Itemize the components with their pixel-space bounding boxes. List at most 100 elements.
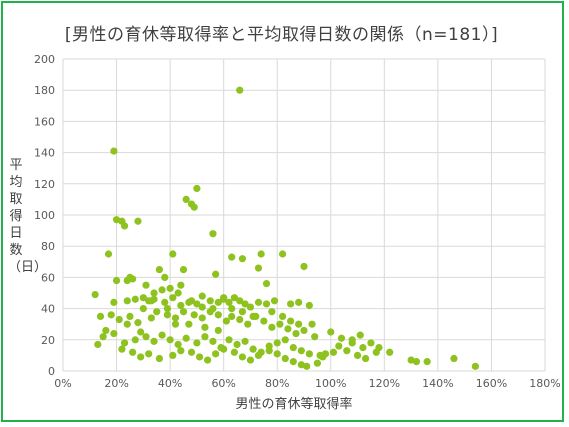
chart-title: [男性の育休等取得率と平均取得日数の関係（n=181）] bbox=[64, 25, 499, 45]
data-point bbox=[185, 320, 193, 328]
data-point bbox=[303, 362, 311, 370]
data-point bbox=[278, 312, 287, 320]
data-point bbox=[356, 331, 364, 339]
data-point bbox=[166, 284, 174, 292]
data-point bbox=[262, 300, 271, 308]
y-tick-label: 100 bbox=[34, 209, 55, 222]
data-point bbox=[102, 326, 110, 335]
data-point bbox=[123, 297, 131, 305]
data-point bbox=[214, 326, 222, 335]
data-point bbox=[284, 325, 292, 333]
data-point bbox=[386, 348, 394, 356]
data-point bbox=[104, 250, 113, 258]
data-point bbox=[182, 334, 190, 342]
data-point bbox=[241, 337, 249, 345]
data-point bbox=[155, 266, 163, 274]
data-point bbox=[201, 333, 209, 341]
x-tick-label: 40% bbox=[158, 377, 182, 390]
y-tick-label: 200 bbox=[34, 53, 55, 66]
data-point bbox=[147, 314, 155, 322]
data-point bbox=[353, 351, 362, 359]
data-point bbox=[238, 308, 247, 316]
data-point bbox=[99, 333, 107, 341]
data-point bbox=[174, 340, 182, 349]
x-tick-label: 100% bbox=[315, 377, 346, 390]
data-point bbox=[158, 286, 166, 294]
data-point bbox=[209, 337, 217, 345]
data-point bbox=[201, 323, 209, 331]
data-point bbox=[112, 276, 121, 285]
x-tick-label: 0% bbox=[54, 377, 71, 390]
data-point bbox=[236, 297, 244, 305]
data-point bbox=[153, 308, 161, 316]
data-point bbox=[204, 356, 212, 364]
y-tick-label: 120 bbox=[34, 178, 55, 191]
data-point bbox=[329, 348, 338, 356]
data-point bbox=[169, 351, 177, 359]
data-point bbox=[182, 195, 190, 203]
y-tick-label: 40 bbox=[41, 303, 55, 316]
data-point bbox=[131, 295, 139, 303]
data-point bbox=[359, 344, 367, 352]
data-point bbox=[265, 347, 273, 355]
data-point bbox=[254, 351, 263, 359]
data-point bbox=[471, 362, 479, 370]
data-point bbox=[171, 314, 180, 322]
data-point bbox=[270, 297, 279, 305]
data-point bbox=[343, 347, 351, 355]
data-point bbox=[206, 297, 214, 305]
data-point bbox=[129, 348, 137, 356]
data-point bbox=[169, 250, 177, 258]
data-point bbox=[220, 294, 228, 302]
data-point bbox=[163, 311, 172, 319]
data-point bbox=[209, 305, 217, 313]
data-point bbox=[412, 358, 421, 366]
y-axis-ticks: 0 20 40 60 80 100 120 140 160 180 200 bbox=[34, 53, 55, 378]
data-point bbox=[254, 298, 263, 306]
data-point bbox=[142, 333, 150, 341]
data-point bbox=[187, 348, 196, 356]
data-point bbox=[308, 320, 316, 328]
data-point bbox=[305, 301, 313, 310]
data-point bbox=[300, 326, 308, 335]
data-point bbox=[94, 340, 102, 349]
data-point bbox=[228, 253, 236, 261]
data-points bbox=[91, 86, 479, 370]
data-point bbox=[96, 312, 105, 320]
data-point bbox=[155, 354, 163, 363]
data-point bbox=[115, 315, 123, 324]
data-point bbox=[193, 300, 201, 308]
x-tick-label: 180% bbox=[529, 377, 560, 390]
data-point bbox=[287, 300, 295, 308]
data-point bbox=[236, 315, 244, 324]
data-point bbox=[244, 320, 252, 328]
data-point bbox=[268, 308, 276, 316]
data-point bbox=[236, 86, 244, 94]
data-point bbox=[150, 337, 158, 345]
data-point bbox=[257, 250, 265, 258]
data-point bbox=[110, 329, 118, 338]
data-point bbox=[198, 292, 206, 300]
data-point bbox=[246, 303, 255, 311]
data-point bbox=[198, 303, 206, 311]
data-point bbox=[110, 298, 118, 306]
y-tick-label: 80 bbox=[41, 240, 55, 253]
data-point bbox=[238, 255, 247, 263]
data-point bbox=[171, 320, 180, 328]
data-point bbox=[287, 317, 295, 325]
data-point bbox=[212, 350, 220, 358]
data-point bbox=[305, 350, 313, 358]
data-point bbox=[145, 350, 153, 358]
data-point bbox=[193, 184, 201, 193]
data-point bbox=[321, 350, 330, 358]
data-point bbox=[289, 344, 297, 352]
chart-frame bbox=[1, 1, 564, 422]
data-point bbox=[120, 222, 129, 230]
data-point bbox=[262, 280, 271, 288]
data-point bbox=[139, 305, 147, 313]
data-point bbox=[254, 264, 263, 272]
data-point bbox=[161, 273, 169, 281]
data-point bbox=[174, 289, 182, 297]
data-point bbox=[273, 350, 281, 358]
